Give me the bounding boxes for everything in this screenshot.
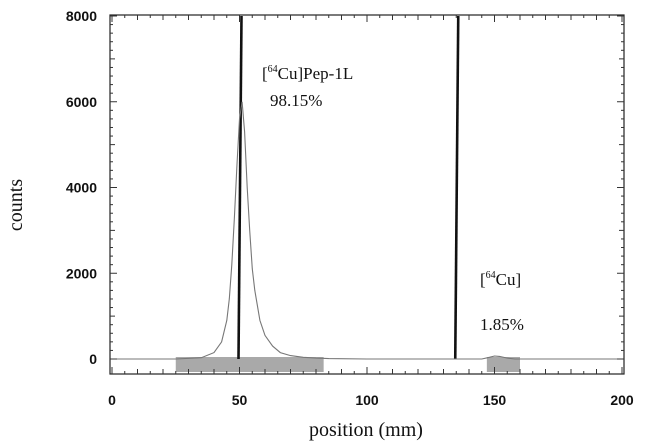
axis-ticks: [110, 15, 624, 374]
y-tick-label: 2000: [66, 265, 97, 281]
y-axis-title: counts: [5, 179, 27, 231]
integration-region-1: [175, 357, 324, 372]
annotation-peak1: [64Cu]Pep-1L 98.15%: [262, 64, 353, 110]
series-line-1: [112, 101, 622, 360]
integration-region-2: [486, 357, 520, 372]
marker-line-front: [453, 15, 460, 360]
data-series: [112, 101, 622, 360]
x-axis-title: position (mm): [309, 419, 423, 441]
y-tick-label: 6000: [66, 94, 97, 110]
x-tick-labels: 0 50 100 150 200: [108, 392, 634, 408]
y-tick-labels: 0 2000 4000 6000 8000: [66, 8, 97, 367]
x-tick-label: 150: [483, 392, 507, 408]
lane-markers: [237, 15, 460, 360]
annotation-peak1-value: 98.15%: [270, 91, 322, 110]
y-tick-label: 4000: [66, 180, 97, 196]
annotation-peak2-label: [64Cu]: [480, 270, 521, 289]
annotation-peak2: [64Cu] 1.85%: [480, 270, 524, 334]
marker-line-origin: [237, 15, 243, 360]
x-tick-label: 200: [610, 392, 634, 408]
y-tick-label: 0: [89, 351, 97, 367]
x-tick-label: 50: [232, 392, 248, 408]
annotation-peak1-label: [64Cu]Pep-1L: [262, 64, 353, 83]
annotation-peak2-value: 1.85%: [480, 315, 524, 334]
integration-regions: [175, 357, 520, 372]
x-tick-label: 0: [108, 392, 116, 408]
y-tick-label: 8000: [66, 8, 97, 24]
x-tick-label: 100: [355, 392, 379, 408]
